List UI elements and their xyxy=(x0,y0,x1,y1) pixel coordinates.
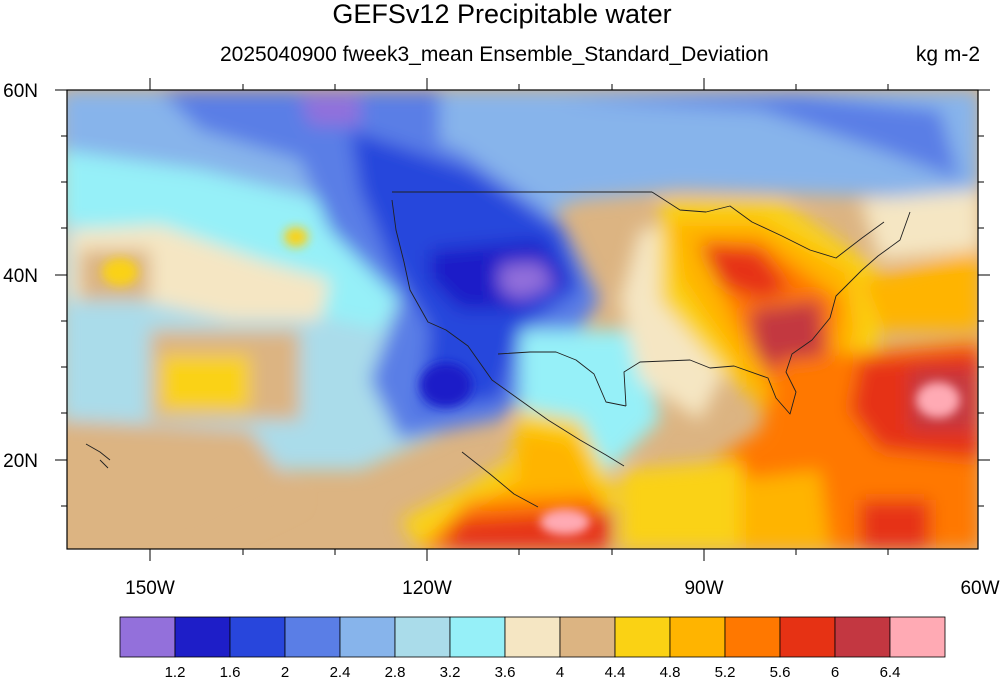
colorbar-label: 6.4 xyxy=(880,664,901,681)
lon-label-150w: 150W xyxy=(125,578,175,599)
colorbar-swatch xyxy=(174,616,231,658)
colorbar-swatch xyxy=(834,616,891,658)
colorbar-swatch xyxy=(339,616,396,658)
colorbar-label: 1.2 xyxy=(165,664,186,681)
colorbar-label: 5.6 xyxy=(770,664,791,681)
colorbar-swatch xyxy=(889,616,946,658)
colorbar-swatch xyxy=(724,616,781,658)
plot-subtitle: 2025040900 fweek3_mean Ensemble_Standard… xyxy=(220,43,769,66)
lon-label-120w: 120W xyxy=(402,578,452,599)
colorbar-swatch xyxy=(669,616,726,658)
colorbar-label: 4.8 xyxy=(660,664,681,681)
lon-label-60w: 60W xyxy=(960,578,999,599)
colorbar-swatch xyxy=(394,616,451,658)
lat-label-20n: 20N xyxy=(3,451,38,472)
colorbar-swatch xyxy=(779,616,836,658)
units-label: kg m-2 xyxy=(915,43,980,66)
axis-ticks xyxy=(55,78,990,561)
plot-title: GEFSv12 Precipitable water xyxy=(332,0,672,29)
colorbar-swatch xyxy=(449,616,506,658)
colorbar-label: 3.6 xyxy=(495,664,516,681)
colorbar-swatch xyxy=(559,616,616,658)
lat-label-60n: 60N xyxy=(3,81,38,102)
colorbar-swatch xyxy=(614,616,671,658)
precipitable-water-field xyxy=(67,90,978,549)
colorbar-label: 4.4 xyxy=(605,664,626,681)
map-frame xyxy=(66,89,979,550)
colorbar-label: 4 xyxy=(556,664,564,681)
lat-label-40n: 40N xyxy=(3,266,38,287)
colorbar-label: 5.2 xyxy=(715,664,736,681)
lon-label-90w: 90W xyxy=(684,578,723,599)
colorbar-swatch xyxy=(119,616,176,658)
colorbar-label: 3.2 xyxy=(440,664,461,681)
colorbar-label: 2.8 xyxy=(385,664,406,681)
colorbar-label: 2 xyxy=(281,664,289,681)
colorbar-label: 1.6 xyxy=(220,664,241,681)
colorbar-swatch xyxy=(284,616,341,658)
colorbar-swatch xyxy=(229,616,286,658)
colorbar-label: 6 xyxy=(831,664,839,681)
colorbar-swatch xyxy=(504,616,561,658)
colorbar: 1.2 1.6 2 2.4 2.8 3.2 3.6 4 4.4 4.8 5.2 5.6 6 6.4 xyxy=(119,616,946,681)
colorbar-label: 2.4 xyxy=(330,664,351,681)
